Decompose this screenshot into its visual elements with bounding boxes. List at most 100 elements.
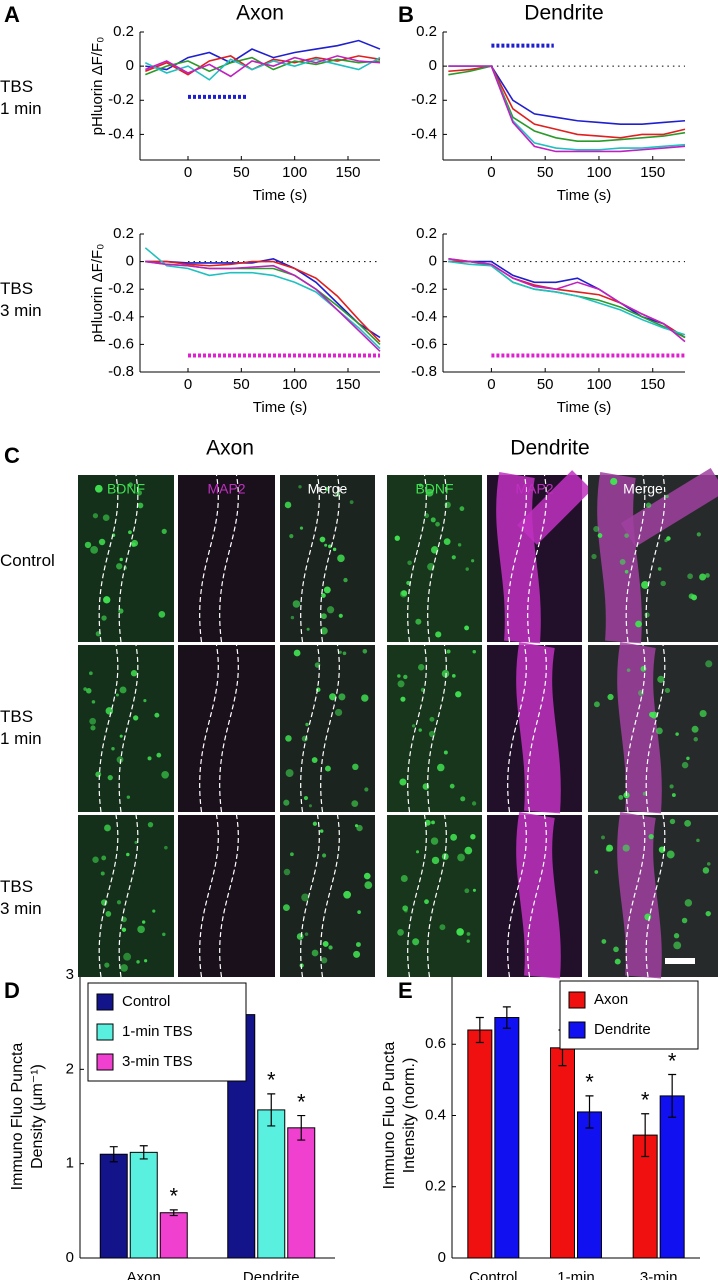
row-label-line: TBS (0, 707, 33, 726)
puncta (354, 824, 359, 828)
puncta (115, 693, 119, 697)
puncta (101, 855, 107, 861)
puncta (406, 580, 411, 586)
puncta (430, 517, 436, 523)
y-tick-label: -0.2 (411, 280, 437, 297)
micrograph (280, 645, 375, 812)
y-axis-label-line: Immuno Fluo Puncta (381, 1042, 398, 1190)
puncta (466, 932, 471, 936)
puncta (644, 612, 650, 618)
puncta (671, 793, 676, 798)
puncta (101, 899, 108, 906)
puncta (705, 910, 711, 917)
puncta (401, 590, 408, 597)
puncta (699, 709, 707, 718)
puncta (418, 483, 423, 487)
x-tick-label: 50 (537, 376, 554, 393)
puncta (102, 514, 110, 522)
puncta (349, 500, 354, 505)
channel-label: MAP2 (515, 481, 553, 497)
puncta (418, 728, 422, 732)
dendrite-stain (516, 642, 561, 814)
puncta (104, 962, 110, 968)
panel-label: C (4, 443, 20, 468)
puncta (460, 796, 466, 802)
puncta (466, 939, 470, 943)
dendrite-branch (517, 470, 592, 545)
puncta (459, 506, 465, 512)
puncta (94, 484, 103, 493)
puncta (397, 674, 401, 678)
puncta (645, 502, 652, 508)
row-label: TBS 1 min (0, 707, 42, 748)
error-bar (297, 1114, 306, 1141)
puncta (624, 533, 629, 538)
legend-swatch (96, 993, 114, 1011)
bar (257, 1109, 286, 1259)
channel-label: Merge (623, 481, 663, 497)
y-tick-label: 0 (126, 57, 134, 74)
puncta (400, 696, 406, 702)
puncta (472, 888, 476, 892)
puncta (648, 833, 654, 840)
puncta (443, 750, 448, 755)
puncta (673, 933, 680, 939)
y-tick-label: -0.8 (108, 363, 134, 380)
puncta (404, 908, 408, 913)
bar (494, 1017, 520, 1259)
puncta (134, 840, 138, 844)
puncta (640, 665, 647, 672)
puncta (649, 711, 655, 718)
legend-label: 3-min TBS (122, 1053, 193, 1070)
puncta (116, 563, 123, 570)
puncta (431, 856, 440, 865)
x-axis-label: Time (s) (253, 187, 307, 204)
puncta (364, 787, 369, 792)
error-bar (267, 1093, 276, 1127)
y-tick-label: -0.4 (108, 125, 134, 142)
chart-title: Axon (236, 2, 284, 25)
legend-swatch (568, 991, 586, 1009)
puncta (658, 846, 666, 853)
x-tick-label: Axon (127, 1269, 161, 1280)
chart-title: Dendrite (524, 2, 603, 25)
outline (507, 474, 547, 643)
puncta (119, 734, 123, 738)
trace (448, 260, 686, 336)
puncta (660, 580, 666, 587)
puncta (622, 844, 630, 852)
dendrite-stain (617, 642, 662, 814)
micrograph (280, 475, 375, 642)
micrograph (280, 815, 375, 977)
y-tick-label: -0.6 (108, 335, 134, 352)
puncta (338, 693, 346, 701)
puncta (407, 560, 412, 566)
puncta (283, 799, 290, 806)
puncta (669, 818, 676, 825)
puncta (90, 725, 96, 731)
puncta (435, 631, 442, 638)
puncta (322, 941, 329, 947)
bar (99, 1153, 128, 1259)
y-tick-label: -0.2 (108, 280, 134, 297)
puncta (397, 929, 404, 936)
puncta (594, 870, 599, 874)
puncta (126, 795, 131, 799)
puncta (642, 791, 647, 796)
puncta (364, 881, 373, 889)
puncta (436, 763, 445, 772)
puncta (152, 909, 156, 913)
puncta (282, 904, 290, 912)
x-tick-label: 100 (586, 164, 611, 181)
row-label-line: TBS (0, 877, 33, 896)
puncta (158, 610, 166, 618)
puncta (308, 804, 312, 808)
puncta (443, 538, 451, 546)
puncta (320, 613, 327, 620)
scale-bar (665, 958, 695, 964)
puncta (292, 600, 301, 608)
bar (159, 1212, 188, 1259)
puncta (131, 539, 139, 547)
puncta (312, 821, 318, 826)
y-tick-label: 0 (126, 253, 134, 270)
